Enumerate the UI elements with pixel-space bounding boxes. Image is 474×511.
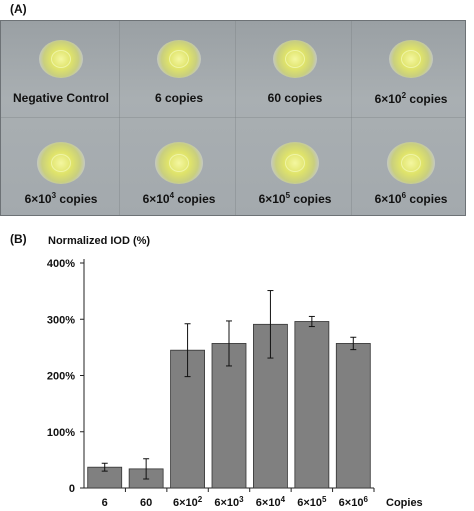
y-tick-label: 100% xyxy=(47,427,75,439)
colony-cell: 6×105 copies xyxy=(237,119,353,215)
colony-label: 6 copies xyxy=(154,91,204,105)
y-tick-label: 0 xyxy=(69,483,75,495)
photo-divider xyxy=(1,117,465,118)
colony-label: Negative Control xyxy=(12,91,109,105)
colony-photo: Negative Control 6 copies 60 copies 6×102 c… xyxy=(0,20,466,216)
colony-spot xyxy=(271,142,319,184)
x-tick-label: 60 xyxy=(140,497,152,509)
colony-spot xyxy=(39,40,83,78)
bar-chart: Normalized IOD (%) 0 100% 200% 300% 400% 6 60 6×… xyxy=(47,235,423,509)
bar xyxy=(335,343,371,489)
x-tick-label: 6 xyxy=(102,497,108,509)
bar xyxy=(294,321,330,489)
x-tick-label: 6×106 xyxy=(339,495,369,509)
panel-a-label: (A) xyxy=(10,2,27,16)
photo-divider xyxy=(119,21,120,215)
panel-b-label: (B) xyxy=(10,232,27,246)
photo-divider xyxy=(235,21,236,215)
y-tick-label: 400% xyxy=(47,258,75,270)
colony-label: 60 copies xyxy=(267,91,323,105)
colony-label: 6×104 copies xyxy=(142,191,216,206)
colony-label: 6×105 copies xyxy=(258,191,332,206)
x-axis-label: Copies xyxy=(386,497,423,509)
colony-spot xyxy=(389,40,433,78)
colony-spot xyxy=(37,142,85,184)
y-tick-label: 300% xyxy=(47,314,75,326)
colony-label: 6×102 copies xyxy=(374,91,448,106)
photo-divider xyxy=(351,21,352,215)
colony-cell: 6 copies xyxy=(121,23,237,119)
y-tick-label: 200% xyxy=(47,371,75,383)
colony-cell: 6×106 copies xyxy=(353,119,465,215)
colony-label: 6×103 copies xyxy=(24,191,98,206)
bar xyxy=(211,343,247,489)
colony-cell: 6×102 copies xyxy=(353,23,465,119)
colony-cell: Negative Control xyxy=(3,23,119,119)
x-tick-label: 6×105 xyxy=(297,495,327,509)
x-tick-label: 6×104 xyxy=(256,495,286,509)
colony-spot xyxy=(387,142,435,184)
colony-spot xyxy=(157,40,201,78)
colony-cell: 6×104 copies xyxy=(121,119,237,215)
colony-spot xyxy=(273,40,317,78)
x-tick-label: 6×103 xyxy=(214,495,244,509)
colony-cell: 6×103 copies xyxy=(3,119,119,215)
y-axis-label: Normalized IOD (%) xyxy=(48,235,150,247)
colony-label: 6×106 copies xyxy=(374,191,448,206)
colony-spot xyxy=(155,142,203,184)
x-tick-label: 6×102 xyxy=(173,495,203,509)
colony-cell: 60 copies xyxy=(237,23,353,119)
